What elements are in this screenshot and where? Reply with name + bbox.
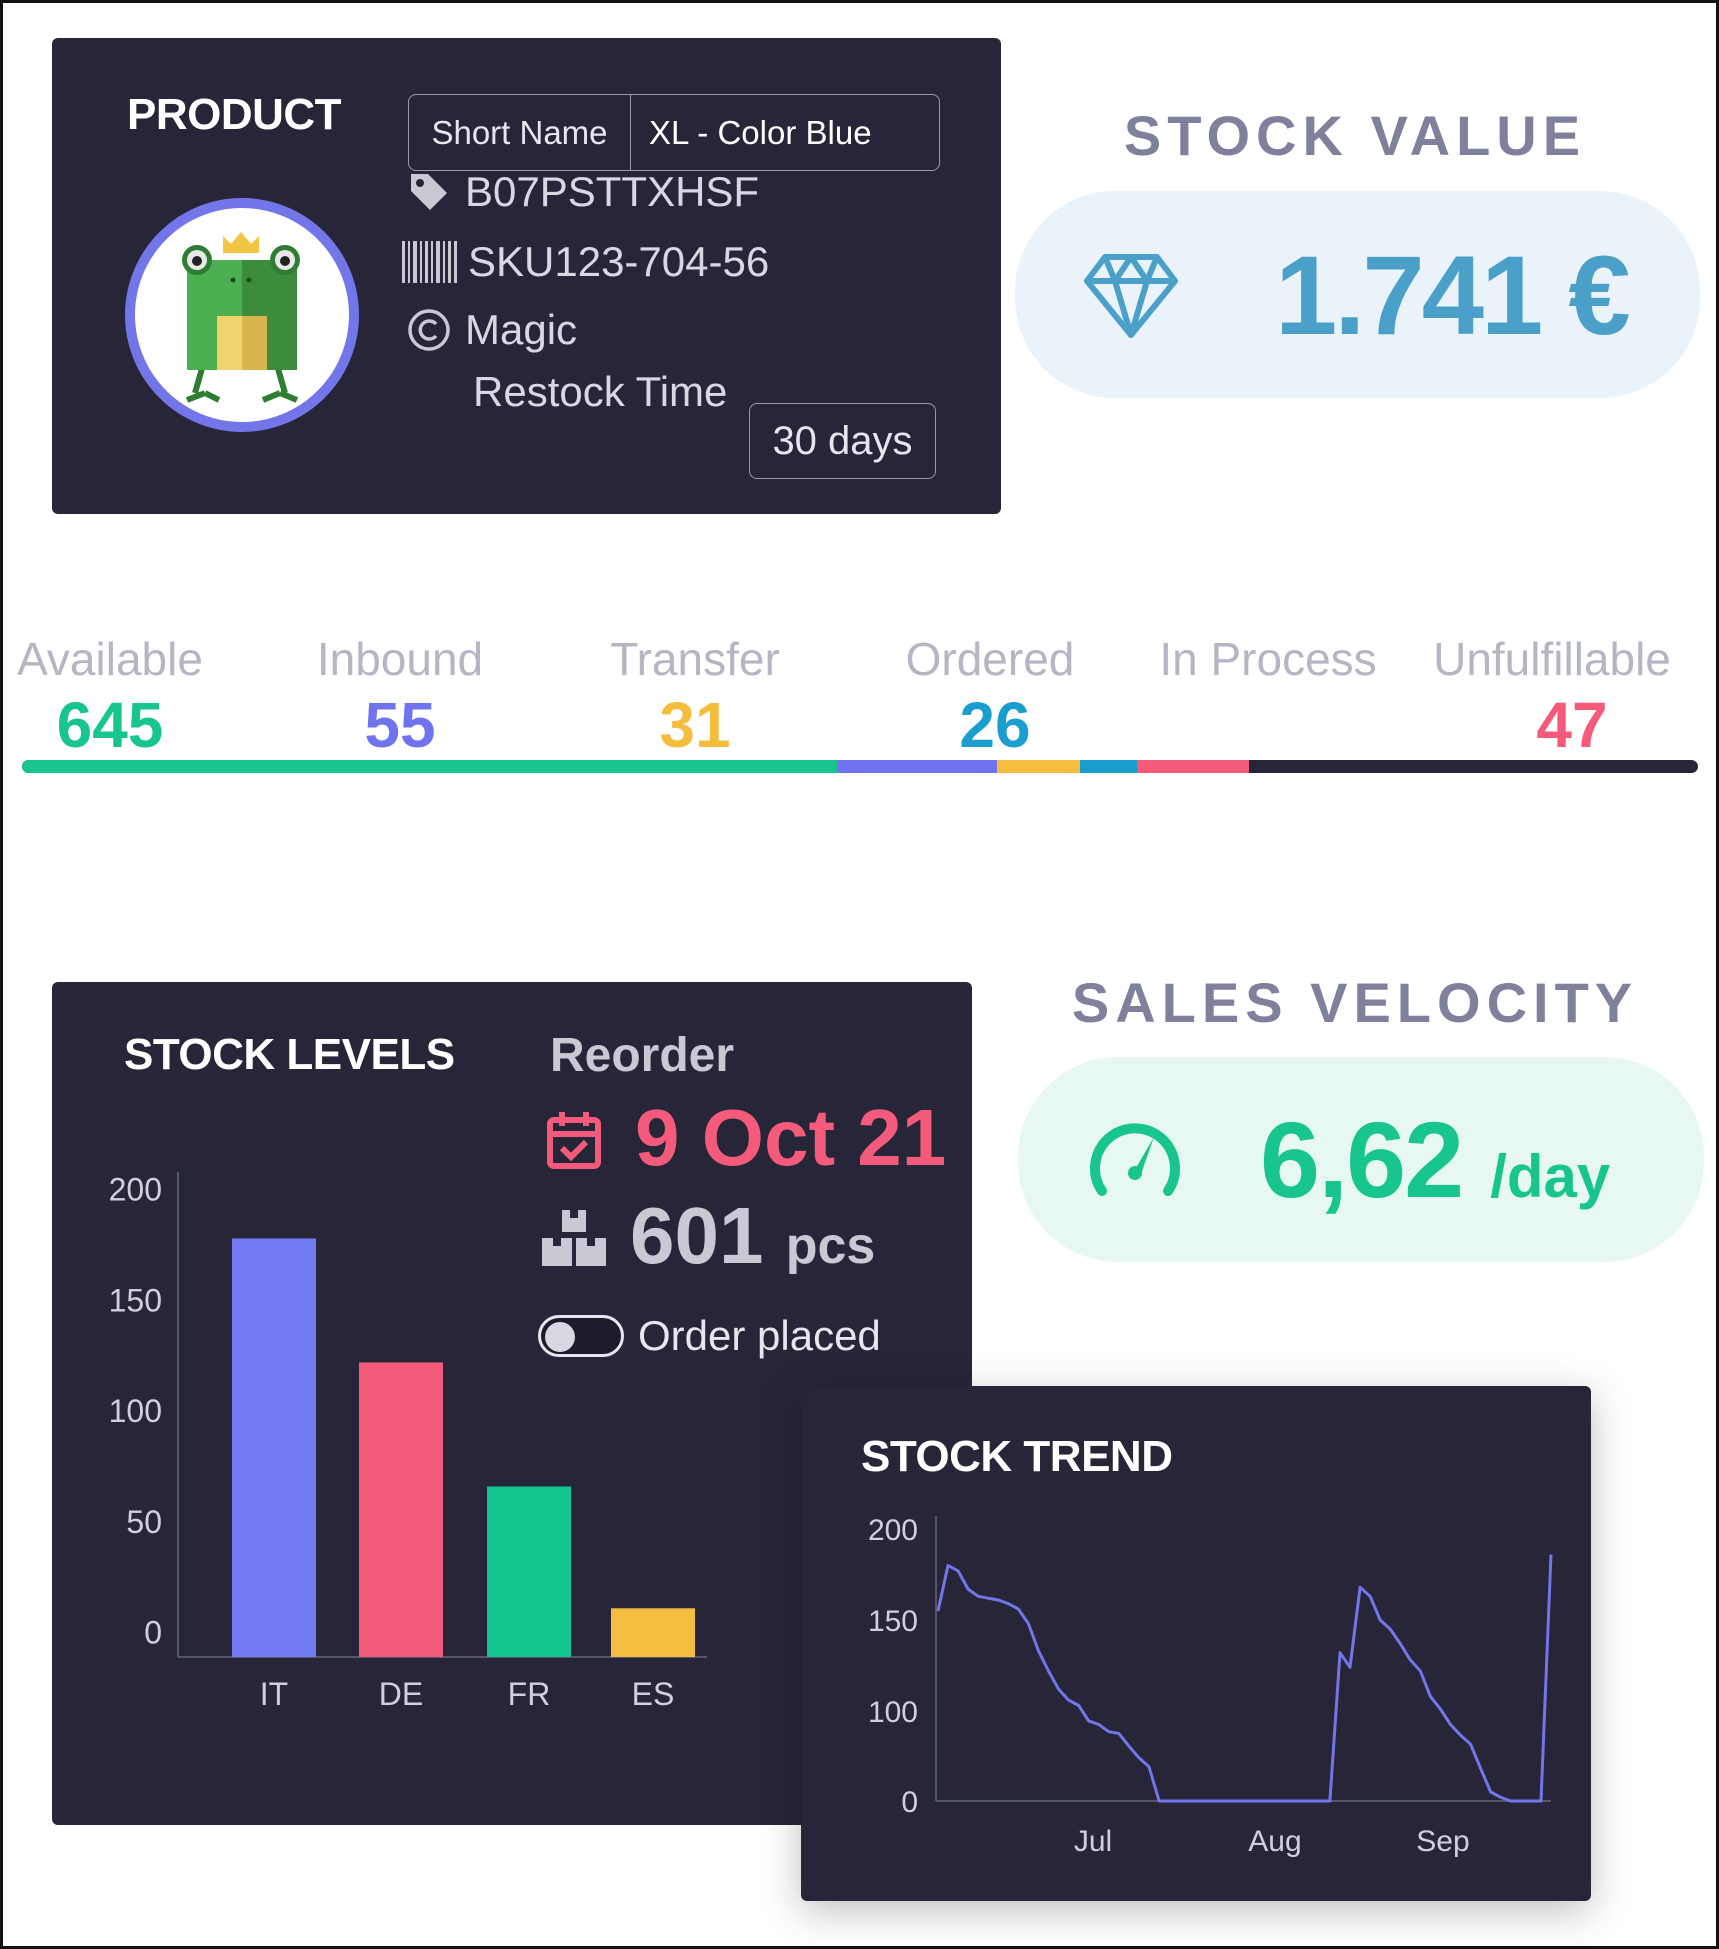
sales-velocity-title: SALES VELOCITY [1071, 971, 1639, 1034]
boxes-icon [540, 1208, 608, 1273]
short-name-value[interactable]: XL - Color Blue [649, 113, 872, 151]
x-tick-label: Jul [1074, 1825, 1112, 1858]
stock-value-amount: 1.741 € [1275, 233, 1631, 358]
stock-value-pill: 1.741 € [1015, 191, 1700, 398]
stat-available: Available [0, 632, 270, 686]
stat-value: 55 [364, 689, 436, 761]
calendar-icon [546, 1110, 602, 1175]
stock-levels-chart: 200 150 100 50 0 IT DE FR ES [109, 1172, 707, 1712]
y-tick-label: 150 [868, 1605, 918, 1638]
bar-segment-inbound [837, 760, 997, 773]
y-tick-label: 100 [109, 1393, 162, 1429]
y-tick-label: 0 [901, 1786, 918, 1819]
stat-label: Unfulfillable [1433, 633, 1671, 685]
stat-label: Available [17, 633, 203, 685]
stat-label: Ordered [905, 633, 1075, 685]
stat-ordered: Ordered [830, 632, 1150, 686]
bar-fr [487, 1486, 571, 1657]
stat-label: In Process [1159, 633, 1377, 685]
frog-avatar [125, 198, 359, 432]
stat-value: 31 [659, 689, 731, 761]
reorder-label: Reorder [550, 1029, 735, 1082]
product-card: PRODUCT Short Name XL - Color Blue [52, 38, 1001, 514]
y-tick-label: 150 [109, 1282, 162, 1318]
diamond-icon [1083, 251, 1179, 344]
tag-icon [407, 170, 451, 214]
bar-segment-unfulfillable [1137, 760, 1249, 773]
reorder-qty-value: 601 [630, 1191, 764, 1280]
speedometer-icon [1088, 1113, 1182, 1204]
x-tick-label: ES [632, 1676, 675, 1712]
bar-de [359, 1362, 443, 1657]
bar-it [232, 1238, 316, 1657]
stat-label: Transfer [610, 633, 780, 685]
y-tick-label: 100 [868, 1696, 918, 1729]
bar-segment-transfer [997, 760, 1080, 773]
y-tick-label: 0 [144, 1615, 162, 1651]
velocity-unit: /day [1490, 1143, 1611, 1210]
stock-trend-title: STOCK TREND [861, 1432, 1173, 1481]
y-tick-label: 200 [868, 1514, 918, 1547]
order-placed-toggle[interactable] [538, 1315, 624, 1357]
reorder-quantity: 601 pcs [630, 1190, 875, 1282]
stat-value: 47 [1536, 689, 1608, 761]
stat-transfer: Transfer [535, 632, 855, 686]
y-tick-label: 50 [126, 1504, 162, 1540]
short-name-field[interactable]: Short Name XL - Color Blue [408, 94, 940, 171]
reorder-date: 9 Oct 21 [635, 1093, 947, 1182]
brand-line: Magic [407, 306, 577, 354]
velocity-number: 6,62 [1260, 1099, 1464, 1220]
stat-inbound: Inbound [240, 632, 560, 686]
x-tick-label: Aug [1248, 1825, 1301, 1858]
stat-label: Inbound [316, 633, 484, 685]
sales-velocity-pill: 6,62 /day [1018, 1057, 1704, 1262]
copyright-icon [407, 308, 451, 352]
y-tick-label: 200 [109, 1172, 162, 1208]
x-tick-label: FR [508, 1676, 551, 1712]
restock-label: Restock Time [473, 368, 728, 415]
stat-in-process: In Process [1108, 632, 1428, 686]
bar-es [611, 1608, 695, 1657]
asin-line: B07PSTTXHSF [407, 168, 759, 216]
asin-text: B07PSTTXHSF [465, 168, 760, 215]
toggle-knob [545, 1322, 575, 1352]
product-title: PRODUCT [127, 90, 342, 139]
sku-line: SKU123-704-56 [402, 238, 769, 286]
barcode-icon [402, 240, 458, 284]
bar-segment-available [22, 760, 837, 773]
x-tick-label: Sep [1416, 1825, 1469, 1858]
order-placed-label: Order placed [638, 1312, 881, 1359]
short-name-label: Short Name [409, 95, 631, 170]
trend-line [936, 1554, 1553, 1803]
stat-value: 26 [959, 689, 1031, 761]
stat-unfulfillable: Unfulfillable [1392, 632, 1712, 686]
x-tick-label: IT [260, 1676, 288, 1712]
brand-text: Magic [465, 306, 578, 353]
inventory-bar [22, 760, 1698, 773]
stat-value: 645 [56, 689, 164, 761]
x-tick-label: DE [379, 1676, 423, 1712]
restock-time-field[interactable]: 30 days [749, 403, 936, 479]
reorder-qty-unit: pcs [785, 1217, 876, 1275]
sku-text: SKU123-704-56 [468, 238, 770, 285]
stock-levels-title: STOCK LEVELS [124, 1030, 455, 1079]
bar-segment-ordered [1080, 760, 1137, 773]
stock-trend-chart: 200 150 100 0 Jul Aug Sep [868, 1514, 1553, 1858]
sales-velocity-value: 6,62 /day [1260, 1097, 1610, 1222]
stock-value-title: STOCK VALUE [1123, 104, 1587, 167]
stock-trend-card: STOCK TREND 200 150 100 0 Jul Aug Sep [801, 1386, 1591, 1901]
